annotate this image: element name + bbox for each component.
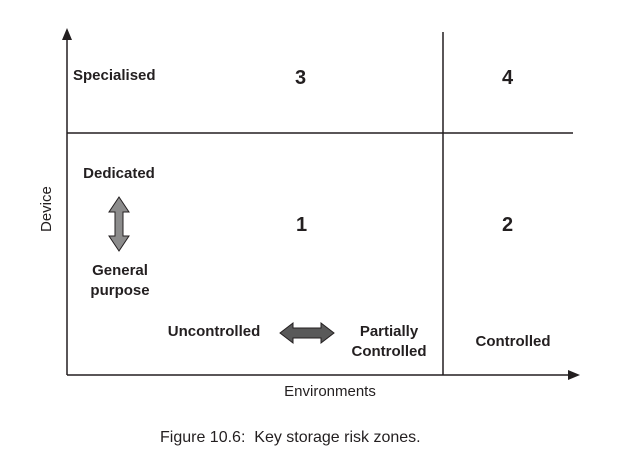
zone-3-number: 3 <box>295 67 307 89</box>
zone-1-number: 1 <box>296 214 308 236</box>
caption-prefix: Figure 10.6: <box>160 429 246 446</box>
y-axis-arrowhead <box>62 28 72 40</box>
env-level-controlled: Controlled <box>475 333 551 350</box>
device-level-dedicated: Dedicated <box>83 165 155 182</box>
y-axis-label: Device <box>38 186 55 232</box>
figure-caption: Figure 10.6: Key storage risk zones. <box>160 429 421 447</box>
zone-4-number: 4 <box>502 67 514 89</box>
horizontal-double-arrow <box>279 321 335 345</box>
zone-2-number: 2 <box>502 214 514 236</box>
device-level-specialised: Specialised <box>73 67 156 84</box>
caption-text: Key storage risk zones. <box>254 429 421 446</box>
env-level-uncontrolled: Uncontrolled <box>167 323 261 340</box>
x-axis-label: Environments <box>284 383 376 400</box>
device-level-general-purpose: General purpose <box>90 262 150 299</box>
env-level-partially-controlled: Partially Controlled <box>351 323 427 360</box>
x-axis-arrowhead <box>568 370 580 380</box>
vertical-double-arrow <box>108 196 130 252</box>
